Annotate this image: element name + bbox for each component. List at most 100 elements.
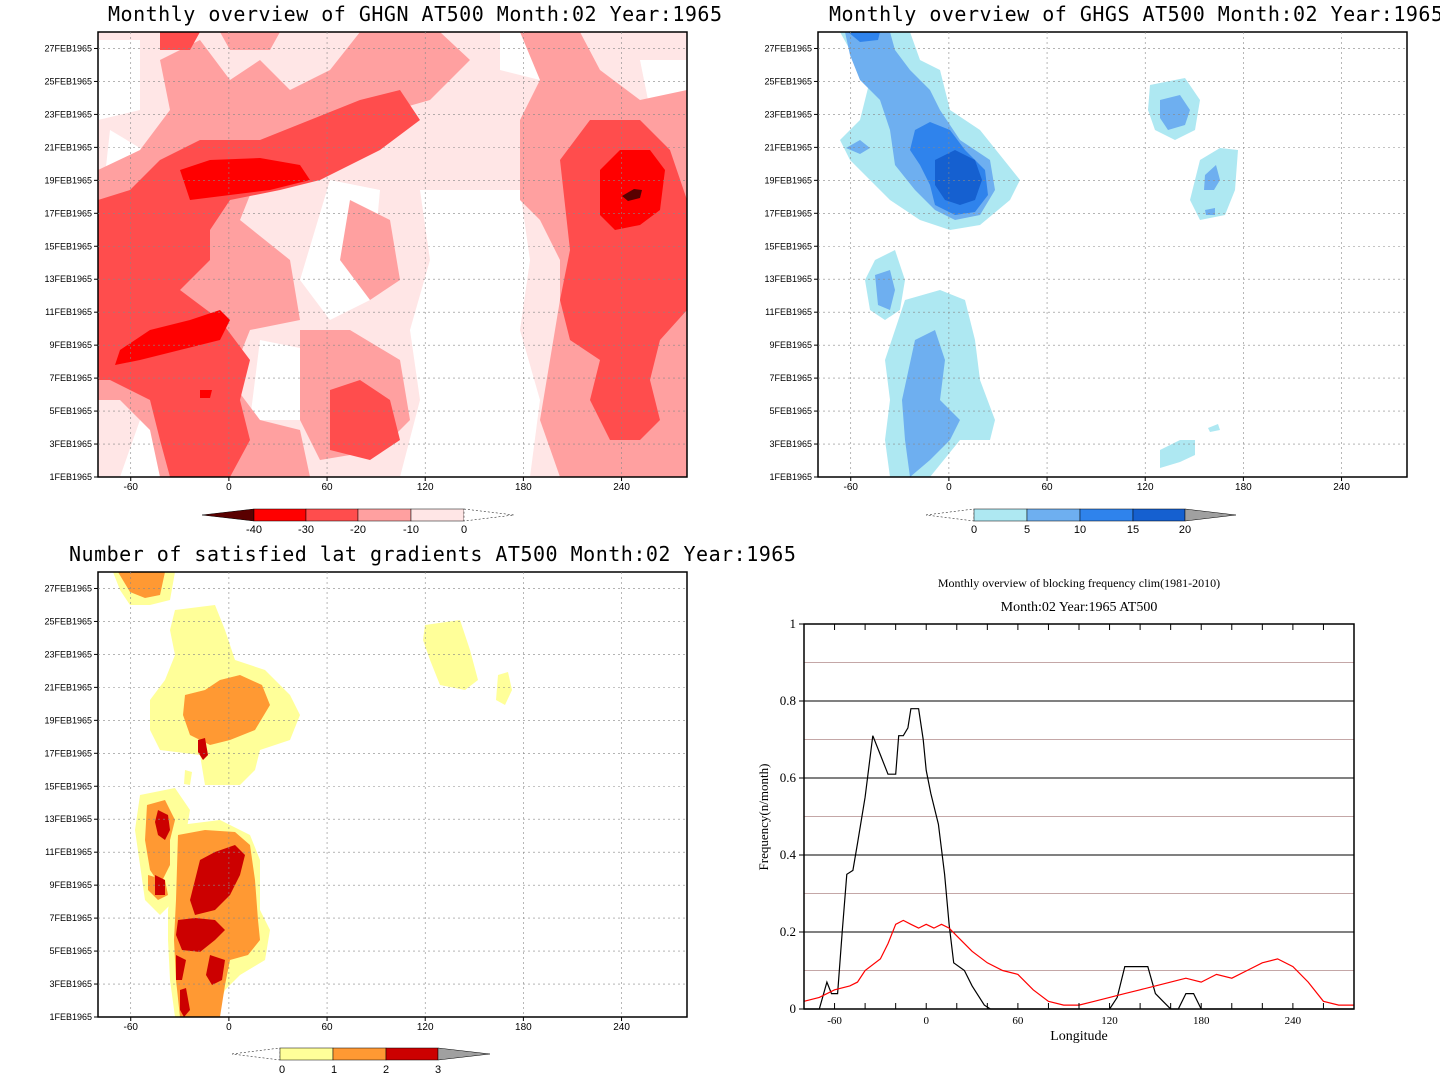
freq-xtick-label: 240 xyxy=(1285,1015,1302,1027)
ghgn-ytick-label: 19FEB1965 xyxy=(44,175,92,185)
ghgs-xtick-label: -60 xyxy=(843,482,858,493)
lat-title: Number of satisfied lat gradients AT500 … xyxy=(69,542,797,566)
lat-ytick-label: 1FEB1965 xyxy=(49,1012,92,1022)
freq-ytick-label: 0 xyxy=(790,1001,797,1016)
ghgs-ytick-label: 7FEB1965 xyxy=(769,373,812,383)
ghgn-xtick-label: 180 xyxy=(515,482,532,493)
lat-ytick-label: 23FEB1965 xyxy=(44,649,92,659)
lat-ytick-label: 3FEB1965 xyxy=(49,979,92,989)
lat-ytick-label: 17FEB1965 xyxy=(44,748,92,758)
lat-contour-1 xyxy=(118,572,270,1017)
ghgn-ytick-label: 23FEB1965 xyxy=(44,109,92,119)
ghgn-ytick-label: 15FEB1965 xyxy=(44,241,92,251)
lat-ytick-label: 15FEB1965 xyxy=(44,781,92,791)
ghgn-panel: Monthly overview of GHGN AT500 Month:02 … xyxy=(0,0,723,545)
ghgs-cbar-label: 0 xyxy=(971,524,977,536)
freq-ytick-label: 0.2 xyxy=(780,924,796,939)
ghgs-cbar-label: 20 xyxy=(1179,524,1191,536)
lat-contour-2 xyxy=(155,738,245,1017)
ghgs-ytick-label: 11FEB1965 xyxy=(765,307,812,317)
ghgn-ytick-label: 7FEB1965 xyxy=(49,373,92,383)
lat-chart: 1FEB1965 3FEB1965 5FEB1965 7FEB1965 9FEB1965… xyxy=(44,571,688,1076)
freq-ytick-label: 1 xyxy=(790,616,797,631)
lat-cbar-label: 2 xyxy=(383,1064,389,1076)
freq-series-black-line xyxy=(804,708,1354,1010)
ghgn-xtick-label: -60 xyxy=(123,482,138,493)
ghgn-ytick-label: 1FEB1965 xyxy=(49,472,92,482)
lat-ytick-label: 7FEB1965 xyxy=(49,913,92,923)
ghgn-xtick-label: 0 xyxy=(226,482,232,493)
lat-xtick-label: 0 xyxy=(226,1022,232,1033)
ghgn-cbar-label: -20 xyxy=(350,524,366,536)
ghgn-title: Monthly overview of GHGN AT500 Month:02 … xyxy=(108,2,723,26)
freq-series-red-line xyxy=(803,919,1354,1006)
freq-xtick-label: 180 xyxy=(1193,1015,1210,1027)
freq-gridlines xyxy=(804,623,1354,971)
ghgn-ytick-label: 5FEB1965 xyxy=(49,406,92,416)
freq-x-axis: -60 0 60 120 180 240 xyxy=(803,624,1355,1027)
lat-gridlines xyxy=(98,572,687,1017)
lat-cbar-label: 1 xyxy=(331,1064,337,1076)
ghgs-xtick-label: 0 xyxy=(946,482,952,493)
ghgs-xtick-label: 240 xyxy=(1333,482,1350,493)
ghgs-ytick-label: 19FEB1965 xyxy=(764,175,812,185)
ghgs-colorbar: 0 5 10 15 20 xyxy=(925,508,1237,536)
lat-xtick-label: 180 xyxy=(515,1022,532,1033)
freq-xtick-label: 60 xyxy=(1012,1015,1024,1027)
freq-title: Monthly overview of blocking frequency c… xyxy=(938,576,1220,590)
freq-chart: Monthly overview of blocking frequency c… xyxy=(756,576,1355,1044)
ghgn-ytick-label: 21FEB1965 xyxy=(44,142,92,152)
lat-xtick-label: 120 xyxy=(417,1022,434,1033)
lat-ytick-label: 11FEB1965 xyxy=(45,847,92,857)
freq-xlabel: Longitude xyxy=(1050,1029,1108,1044)
ghgs-cbar-label: 10 xyxy=(1074,524,1086,536)
ghgn-ytick-label: 25FEB1965 xyxy=(44,76,92,86)
ghgs-cbar-label: 5 xyxy=(1024,524,1030,536)
ghgs-ytick-label: 1FEB1965 xyxy=(769,472,812,482)
freq-y-axis: 0 0.2 0.4 0.6 0.8 1 xyxy=(780,616,804,1016)
lat-ytick-label: 5FEB1965 xyxy=(49,946,92,956)
ghgs-ytick-label: 21FEB1965 xyxy=(764,142,812,152)
ghgn-cbar-label: 0 xyxy=(461,524,467,536)
ghgn-ytick-label: 11FEB1965 xyxy=(45,307,92,317)
ghgs-ytick-label: 9FEB1965 xyxy=(769,340,812,350)
ghgn-ytick-label: 27FEB1965 xyxy=(44,43,92,53)
lat-xtick-label: 60 xyxy=(321,1022,333,1033)
ghgs-xtick-label: 180 xyxy=(1235,482,1252,493)
lat-panel: Number of satisfied lat gradients AT500 … xyxy=(0,540,795,1091)
ghgs-ytick-label: 23FEB1965 xyxy=(764,109,812,119)
freq-ytick-label: 0.4 xyxy=(780,847,797,862)
ghgn-contour-minus40 xyxy=(622,189,642,201)
lat-cbar-label: 3 xyxy=(435,1064,441,1076)
ghgs-cbar-label: 15 xyxy=(1127,524,1139,536)
ghgs-y-axis: 1FEB1965 3FEB1965 5FEB1965 7FEB1965 9FEB1965… xyxy=(764,43,818,482)
lat-y-axis: 1FEB1965 3FEB1965 5FEB1965 7FEB1965 9FEB1965… xyxy=(44,583,98,1022)
ghgn-ytick-label: 13FEB1965 xyxy=(44,274,92,284)
ghgn-xtick-label: 120 xyxy=(417,482,434,493)
lat-xtick-label: 240 xyxy=(613,1022,630,1033)
ghgs-ytick-label: 17FEB1965 xyxy=(764,208,812,218)
ghgn-contour-minus30 xyxy=(115,150,665,398)
ghgs-chart: 1FEB1965 3FEB1965 5FEB1965 7FEB1965 9FEB1965… xyxy=(764,31,1408,536)
lat-ytick-label: 9FEB1965 xyxy=(49,880,92,890)
ghgn-y-axis: 1FEB1965 3FEB1965 5FEB1965 7FEB1965 9FEB1965… xyxy=(44,43,98,482)
ghgs-panel: Monthly overview of GHGS AT500 Month:02 … xyxy=(720,0,1440,545)
lat-cbar-label: 0 xyxy=(279,1064,285,1076)
ghgn-xtick-label: 60 xyxy=(321,482,333,493)
ghgn-xtick-label: 240 xyxy=(613,482,630,493)
ghgn-ytick-label: 17FEB1965 xyxy=(44,208,92,218)
lat-ytick-label: 13FEB1965 xyxy=(44,814,92,824)
freq-series xyxy=(803,708,1354,1010)
ghgs-ytick-label: 25FEB1965 xyxy=(764,76,812,86)
lat-ytick-label: 19FEB1965 xyxy=(44,715,92,725)
ghgn-ytick-label: 9FEB1965 xyxy=(49,340,92,350)
ghgn-colorbar: -40 -30 -20 -10 0 xyxy=(201,508,515,536)
ghgn-cbar-label: -30 xyxy=(298,524,314,536)
lat-x-axis: -60 0 60 120 180 240 xyxy=(123,1017,630,1033)
lat-ytick-label: 25FEB1965 xyxy=(44,616,92,626)
lat-ytick-label: 21FEB1965 xyxy=(44,682,92,692)
freq-xtick-label: 120 xyxy=(1101,1015,1118,1027)
lat-xtick-label: -60 xyxy=(123,1022,138,1033)
freq-ytick-label: 0.6 xyxy=(780,770,797,785)
ghgs-ytick-label: 13FEB1965 xyxy=(764,274,812,284)
